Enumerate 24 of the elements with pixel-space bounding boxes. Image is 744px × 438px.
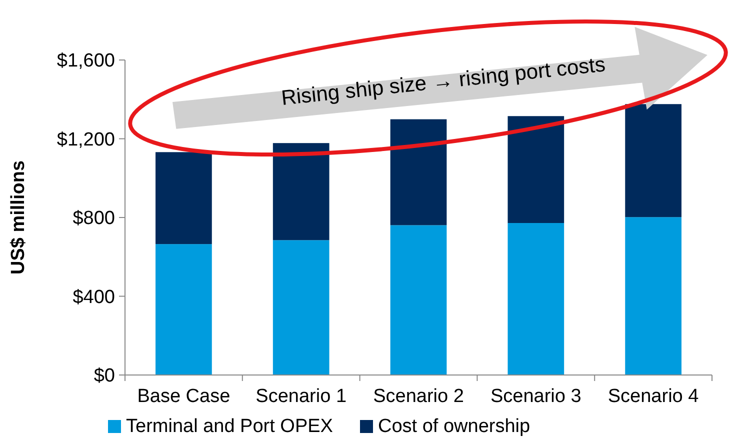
y-tick-label: $400 xyxy=(72,286,115,308)
bar xyxy=(156,244,212,375)
legend-label: Terminal and Port OPEX xyxy=(126,416,334,437)
y-tick-label: $1,200 xyxy=(56,129,115,150)
x-tick-label: Scenario 1 xyxy=(256,386,347,407)
annotation: Rising ship size → rising port costs xyxy=(280,53,606,110)
x-tick-label: Scenario 4 xyxy=(608,386,700,407)
x-tick-label: Scenario 2 xyxy=(373,386,464,407)
legend-label: Cost of ownership xyxy=(378,416,530,437)
x-tick-label: Base Case xyxy=(137,386,230,407)
bar xyxy=(625,217,682,375)
bar xyxy=(272,143,330,240)
y-tick-label: $800 xyxy=(72,208,115,230)
bar xyxy=(272,240,330,375)
y-tick-label: $0 xyxy=(94,366,115,387)
y-axis-title: US$ millions xyxy=(8,160,29,275)
y-tick-label: $1,600 xyxy=(56,50,115,72)
bar xyxy=(390,119,447,226)
x-tick-label: Scenario 3 xyxy=(490,386,582,407)
bar xyxy=(390,225,447,375)
bar xyxy=(156,152,212,244)
bar xyxy=(625,104,682,218)
bar xyxy=(508,116,564,224)
bar xyxy=(508,223,564,375)
